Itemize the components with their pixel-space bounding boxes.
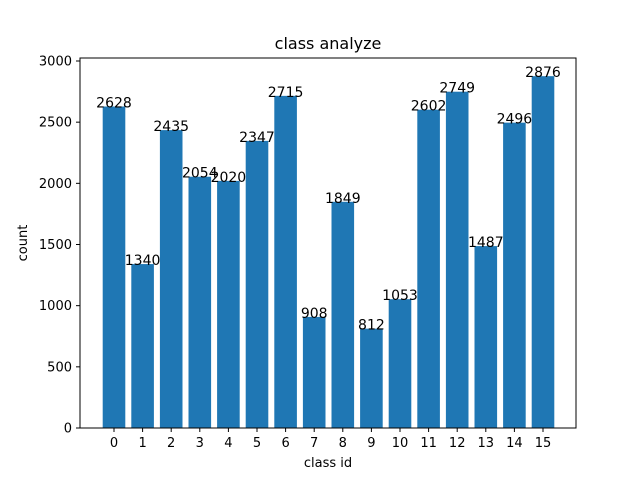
x-tick-label-0: 0	[110, 436, 118, 451]
bar-value-label-7: 908	[301, 306, 328, 322]
x-tick-label-12: 12	[449, 436, 466, 451]
x-tick-label-8: 8	[339, 436, 347, 451]
y-tick-label-0: 0	[64, 422, 72, 437]
bar-12	[445, 91, 469, 429]
x-tick-label-15: 15	[535, 436, 552, 451]
y-tick-label-3000: 3000	[39, 55, 72, 70]
x-tick-label-6: 6	[281, 436, 289, 451]
y-axis-label: count	[16, 225, 31, 262]
x-tick-label-11: 11	[420, 436, 437, 451]
x-tick-label-5: 5	[253, 436, 261, 451]
y-tick-label-500: 500	[47, 360, 72, 375]
bar-value-label-14: 2496	[497, 112, 533, 128]
bar-0	[102, 106, 126, 429]
y-ticks-group: 0 500 1000 1500 2000 2500 3000	[39, 55, 80, 437]
x-tick-label-13: 13	[478, 436, 495, 451]
bars-group	[102, 76, 555, 429]
bar-value-label-1: 1340	[125, 253, 161, 269]
bar-4	[217, 180, 240, 428]
bar-14	[503, 122, 526, 428]
x-tick-label-2: 2	[167, 436, 175, 451]
bar-value-label-13: 1487	[468, 235, 504, 251]
bar-8	[331, 201, 355, 428]
bar-value-label-6: 2715	[268, 85, 304, 101]
bar-value-label-2: 2435	[153, 119, 189, 135]
bar-value-label-11: 2602	[411, 99, 447, 115]
x-tick-label-10: 10	[392, 436, 409, 451]
plot-frame	[79, 57, 577, 429]
bar-10	[388, 299, 412, 428]
bar-13	[474, 246, 498, 428]
x-tick-label-4: 4	[224, 436, 232, 451]
y-tick-label-2000: 2000	[39, 177, 72, 192]
bar-2	[159, 130, 183, 428]
bar-value-label-4: 2020	[211, 170, 247, 186]
bar-value-label-10: 1053	[382, 288, 418, 304]
y-tick-label-1000: 1000	[39, 299, 72, 314]
x-tick-label-9: 9	[367, 436, 375, 451]
y-tick-label-1500: 1500	[39, 238, 72, 253]
bar-value-label-12: 2749	[439, 81, 475, 97]
bar-value-label-5: 2347	[239, 130, 275, 146]
x-tick-label-3: 3	[196, 436, 204, 451]
x-ticks-group: 0 1 2 3 4 5 6 7 8 9 10 11 12 13 14 15	[110, 428, 551, 451]
bar-value-label-3: 2054	[182, 166, 218, 182]
bar-3	[188, 176, 212, 428]
bar-5	[245, 140, 269, 428]
x-tick-label-14: 14	[506, 436, 523, 451]
x-tick-label-7: 7	[310, 436, 318, 451]
bar-value-label-0: 2628	[96, 96, 132, 112]
x-tick-label-1: 1	[138, 436, 146, 451]
bar-11	[417, 109, 440, 429]
bar-value-label-9: 812	[358, 318, 385, 334]
bar-6	[274, 95, 297, 429]
bar-15	[531, 76, 555, 428]
x-axis-label: class id	[304, 456, 352, 471]
bar-value-label-15: 2876	[525, 65, 561, 81]
y-tick-label-2500: 2500	[39, 116, 72, 131]
chart-title: class analyze	[275, 34, 382, 53]
bar-value-label-8: 1849	[325, 191, 361, 207]
bar-9	[360, 328, 383, 428]
bar-7	[302, 316, 326, 428]
bar-1	[131, 264, 154, 428]
